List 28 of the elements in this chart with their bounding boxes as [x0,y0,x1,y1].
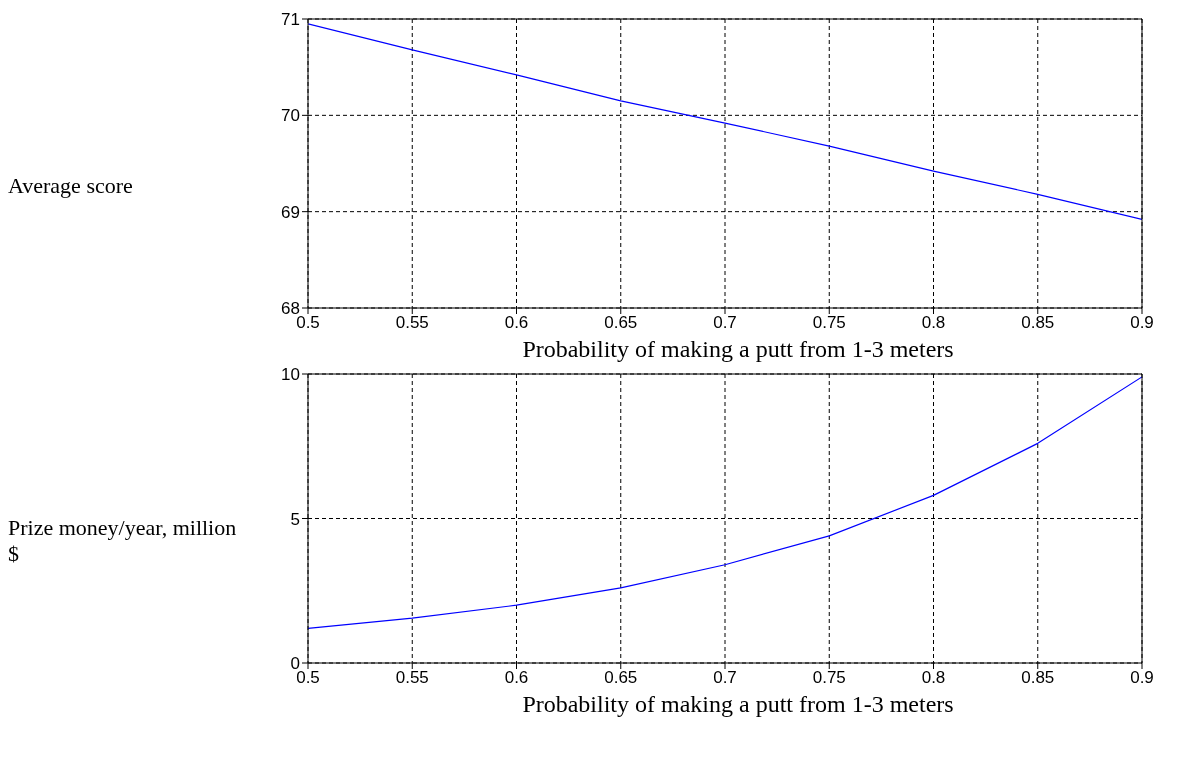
x-tick-label: 0.7 [713,313,737,333]
x-tick-label: 0.5 [296,668,320,688]
x-tick-label: 0.8 [921,313,946,333]
x-tick-label: 0.55 [395,313,429,333]
line-series [308,23,1142,220]
x-axis-title: Probability of making a putt from 1-3 meters [521,336,955,363]
x-tick-label: 0.6 [504,313,529,333]
x-tick-label: 0.75 [812,313,846,333]
x-tick-label: 0.6 [504,668,529,688]
x-tick-label: 0.85 [1021,313,1055,333]
x-tick-label: 0.9 [1130,668,1154,688]
x-tick-label: 0.65 [604,313,638,333]
x-tick-label: 0.7 [713,668,737,688]
y-tick-label: 71 [281,10,300,30]
y-tick-label: 10 [281,365,300,385]
x-tick-label: 0.75 [812,668,846,688]
y-axis-title: Prize money/year, million $ [8,514,238,567]
x-tick-label: 0.9 [1130,313,1154,333]
x-tick-label: 0.55 [395,668,429,688]
y-axis-title: Average score [8,172,134,199]
y-tick-label: 70 [281,106,300,126]
y-tick-label: 69 [281,202,300,222]
x-tick-label: 0.85 [1021,668,1055,688]
x-tick-label: 0.5 [296,313,320,333]
x-tick-label: 0.65 [604,668,638,688]
x-axis-title: Probability of making a putt from 1-3 meters [521,691,955,718]
x-tick-label: 0.8 [921,668,946,688]
y-tick-label: 5 [290,509,300,529]
